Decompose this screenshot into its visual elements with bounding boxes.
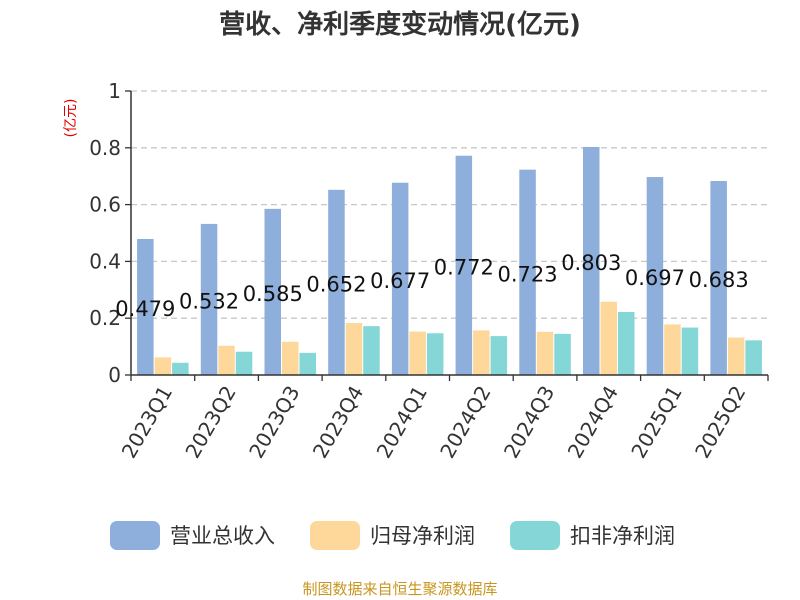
- bar-series-0: [264, 208, 281, 375]
- data-label: 0.683: [689, 268, 749, 292]
- bar-series-2: [426, 333, 444, 375]
- y-axis-unit-label: (亿元): [63, 99, 79, 138]
- data-label: 0.479: [115, 297, 175, 321]
- bar-series-0: [137, 238, 154, 375]
- bar-series-1: [473, 330, 490, 375]
- x-tick-label: 2024Q4: [563, 382, 623, 463]
- bar-series-1: [536, 331, 554, 375]
- bar-series-2: [299, 352, 316, 375]
- data-label: 0.585: [243, 282, 303, 306]
- bar-series-0: [455, 155, 473, 375]
- data-label: 0.532: [179, 289, 239, 313]
- legend-swatch: [510, 521, 560, 550]
- bars: [137, 146, 762, 375]
- source-note: 制图数据来自恒生聚源数据库: [302, 580, 497, 598]
- x-tick-label: 2025Q1: [626, 382, 686, 463]
- bar-series-1: [345, 323, 363, 375]
- y-tick-label: 0.4: [89, 249, 121, 273]
- bar-series-1: [154, 357, 172, 375]
- legend-label: 扣非净利润: [570, 524, 675, 548]
- bar-series-2: [618, 311, 635, 375]
- legend-item-1[interactable]: 归母净利润: [310, 521, 475, 550]
- data-label: 0.772: [434, 255, 494, 279]
- x-tick-labels: 2023Q1 2023Q2 2023Q3 2023Q4 2024Q1 2024Q2 2024…: [117, 382, 751, 463]
- bar-series-2: [554, 333, 571, 375]
- legend-swatch: [310, 521, 360, 550]
- bar-series-1: [409, 331, 426, 375]
- bar-series-0: [646, 177, 664, 375]
- x-tick-label: 2025Q2: [690, 382, 750, 463]
- bar-series-2: [490, 336, 508, 375]
- data-label: 0.652: [306, 272, 366, 296]
- bar-series-0: [328, 189, 345, 375]
- bar-series-2: [681, 327, 699, 375]
- bar-series-1: [727, 337, 745, 375]
- y-tick-label: 0.6: [89, 193, 121, 217]
- bar-series-1: [282, 341, 299, 375]
- y-tick-label: 0.8: [89, 136, 121, 160]
- data-label: 0.723: [497, 262, 557, 286]
- data-label: 0.677: [370, 269, 430, 293]
- bar-series-0: [391, 182, 409, 375]
- bar-series-2: [235, 351, 253, 375]
- bar-series-2: [745, 340, 762, 375]
- legend-item-2[interactable]: 扣非净利润: [510, 521, 675, 550]
- data-label: 0.697: [625, 266, 685, 290]
- legend-item-0[interactable]: 营业总收入: [110, 521, 275, 550]
- x-tick-label: 2023Q1: [117, 382, 177, 463]
- legend[interactable]: 营业总收入 归母净利润 扣非净利润: [110, 521, 675, 550]
- bar-series-1: [218, 345, 235, 375]
- bar-series-0: [583, 146, 600, 375]
- y-tick-label: 0: [108, 363, 121, 387]
- bar-series-1: [664, 324, 681, 375]
- bar-series-2: [363, 326, 380, 375]
- bar-series-0: [519, 169, 536, 375]
- chart-title: 营收、净利季度变动情况(亿元): [219, 9, 581, 40]
- x-tick-label: 2023Q2: [180, 382, 240, 463]
- y-tick-labels: 0 0.2 0.4 0.6 0.8 1: [89, 79, 121, 387]
- x-tick-label: 2024Q2: [435, 382, 495, 463]
- y-tick-label: 1: [108, 79, 121, 103]
- bar-series-1: [600, 301, 617, 375]
- x-tick-label: 2023Q4: [308, 382, 368, 463]
- data-label: 0.803: [561, 251, 621, 275]
- legend-label: 归母净利润: [370, 524, 475, 548]
- y-tick-label: 0.2: [89, 306, 121, 330]
- x-tick-label: 2024Q3: [499, 382, 559, 463]
- bar-series-0: [710, 181, 727, 375]
- legend-label: 营业总收入: [170, 524, 275, 548]
- bar-series-0: [200, 223, 218, 375]
- x-tick-label: 2024Q1: [372, 382, 432, 463]
- axes: [125, 90, 769, 381]
- x-tick-label: 2023Q3: [244, 382, 304, 463]
- bar-series-2: [172, 362, 189, 375]
- legend-swatch: [110, 521, 160, 550]
